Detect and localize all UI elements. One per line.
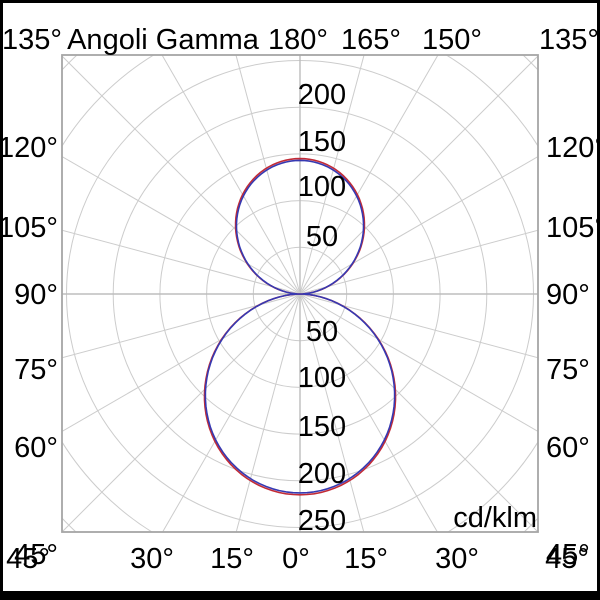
gamma-label-left-105: 105° — [0, 211, 58, 244]
gamma-label-left-45: 45° — [14, 538, 58, 571]
gamma-label-left-120: 120° — [0, 131, 58, 164]
chart-title: Angoli Gamma — [67, 23, 259, 56]
gamma-spoke — [299, 229, 538, 295]
gamma-label-left-90: 90° — [14, 278, 58, 311]
gamma-label-right-120: 120° — [546, 131, 600, 164]
frame-border-top — [0, 0, 600, 3]
gamma-spoke — [161, 55, 301, 295]
gamma-label-top-left-135: 135° — [2, 23, 62, 56]
gamma-label-right-60: 60° — [546, 431, 590, 464]
gamma-spoke — [299, 293, 365, 532]
gamma-label-150: 150° — [422, 23, 482, 56]
frame-border-bottom — [0, 591, 600, 600]
gamma-label-165: 165° — [341, 23, 401, 56]
gamma-label-bottom-right-15: 15° — [344, 542, 388, 575]
gamma-label-right-45: 45° — [546, 538, 590, 571]
gamma-label-bottom-right-30: 30° — [435, 542, 479, 575]
gamma-spoke — [299, 55, 538, 295]
gamma-spoke — [299, 55, 365, 295]
gamma-label-bottom-left-30: 30° — [130, 542, 174, 575]
gamma-spoke — [235, 55, 301, 295]
gamma-label-bottom-left-45: 45° — [6, 542, 50, 575]
gamma-label-bottom-right-45: 45° — [545, 542, 589, 575]
gamma-spoke — [62, 293, 301, 432]
gamma-label-0: 0° — [282, 542, 310, 575]
gamma-label-left-75: 75° — [14, 353, 58, 386]
gamma-spoke — [299, 293, 538, 359]
gamma-spoke — [62, 229, 301, 295]
curve-c90-c270 — [204, 159, 396, 494]
gamma-label-right-75: 75° — [546, 353, 590, 386]
gamma-spoke — [62, 156, 301, 295]
gamma-spoke — [162, 293, 301, 532]
frame-border-left — [0, 0, 3, 600]
gamma-spoke — [62, 293, 301, 359]
gamma-label-top-right-135: 135° — [539, 23, 599, 56]
gamma-spoke — [62, 55, 301, 295]
gamma-label-bottom-left-15: 15° — [210, 542, 254, 575]
gamma-spoke — [299, 293, 538, 432]
gamma-spoke — [299, 156, 538, 295]
gamma-spoke — [62, 293, 301, 532]
gamma-label-right-105: 105° — [546, 211, 600, 244]
gamma-label-180: 180° — [268, 23, 328, 56]
gamma-label-right-90: 90° — [546, 278, 590, 311]
gamma-spoke — [299, 55, 439, 295]
gamma-spoke — [299, 293, 438, 532]
gamma-spoke — [235, 293, 301, 532]
frame-border-right — [597, 0, 600, 600]
gamma-spoke — [299, 293, 538, 532]
gamma-label-left-60: 60° — [14, 431, 58, 464]
plot-box-border — [61, 54, 539, 533]
